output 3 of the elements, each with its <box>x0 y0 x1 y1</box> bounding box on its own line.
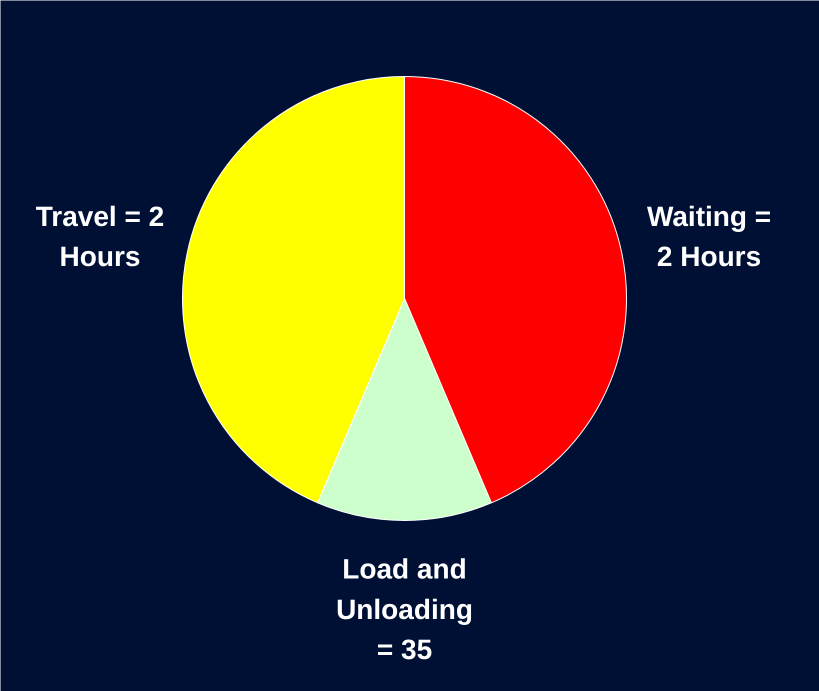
slice-label: Waiting = 2 Hours <box>646 200 772 272</box>
slice-label: Travel = 2 Hours <box>36 200 164 272</box>
slice-label: Load and Unloading = 35 <box>336 554 473 666</box>
